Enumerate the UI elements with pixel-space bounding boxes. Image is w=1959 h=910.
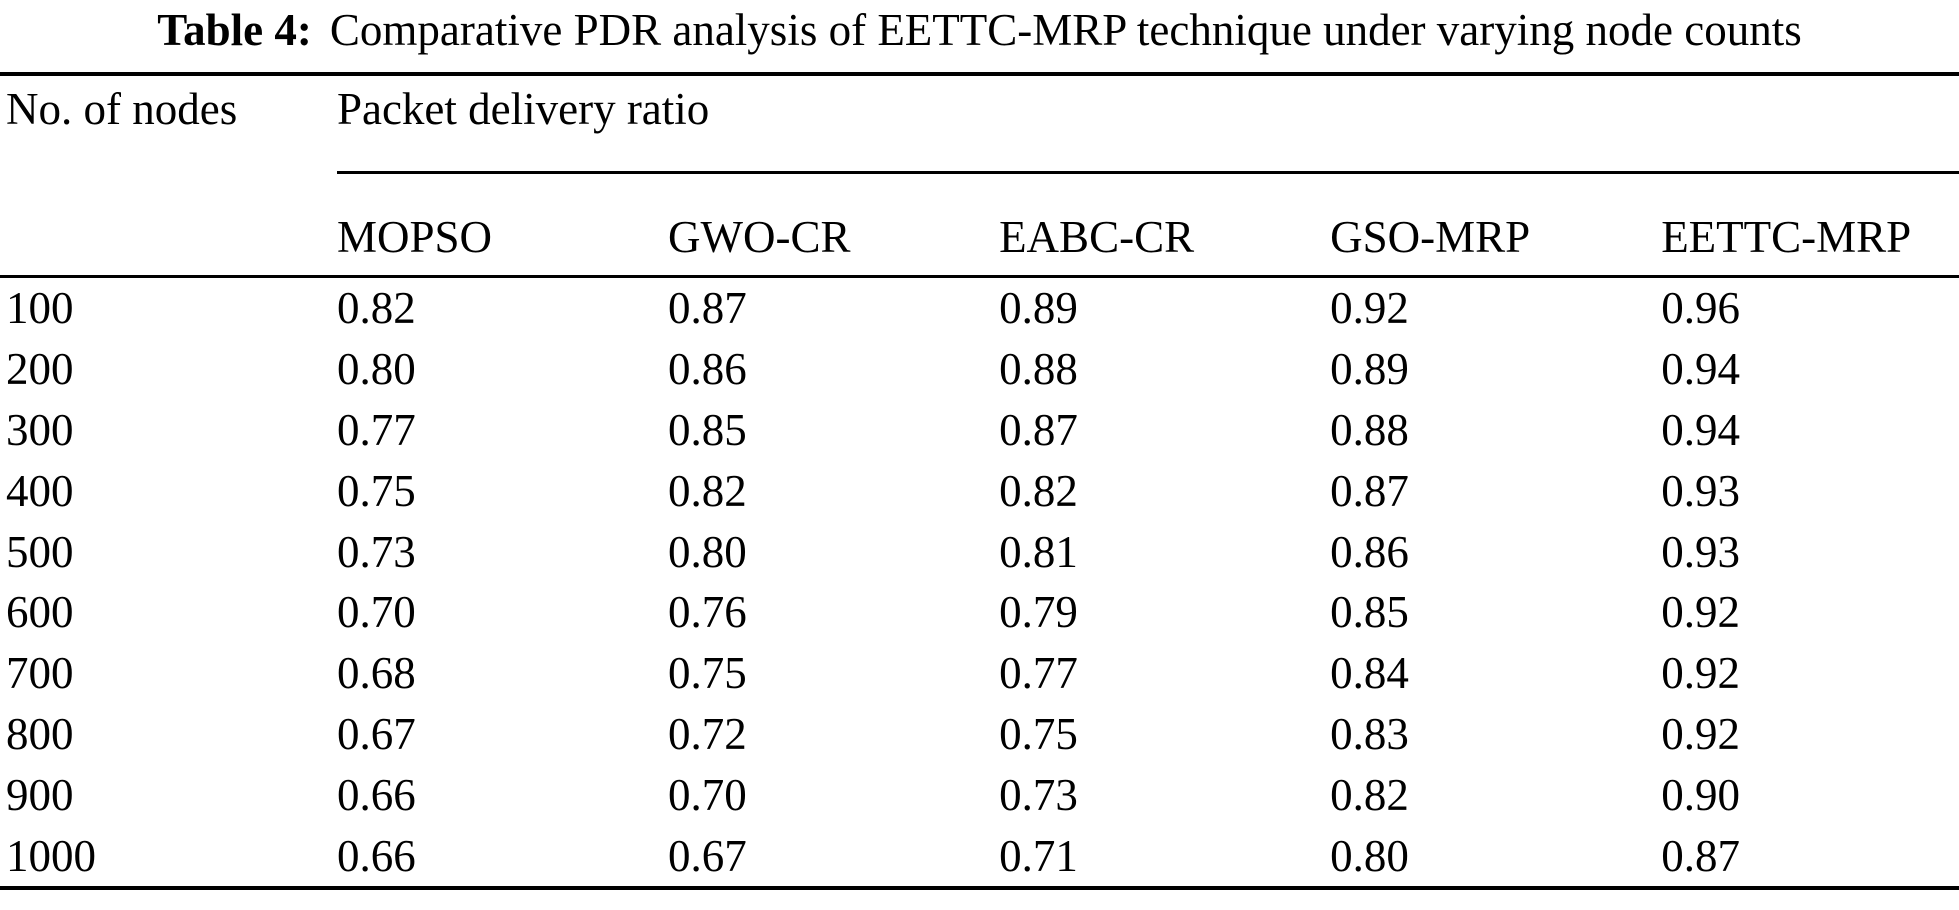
value-cell-mopso: 0.75 [336,465,416,516]
value-cell-mopso: 0.68 [336,648,416,699]
column-header-nodes: No. of nodes [0,73,337,279]
value-cell-eabc-cr: 0.87 [999,404,1078,455]
value-cell-mopso: 0.67 [336,708,416,759]
value-cell-gso-mrp: 0.87 [1330,465,1409,516]
node-count-cell: 500 [6,526,74,577]
value-cell-gso-mrp: 0.82 [1330,769,1409,820]
algorithm-header-row: MOPSO GWO-CR EABC-CR GSO-MRP EETTC-MRP [0,172,1959,279]
value-cell-eabc-cr: 0.79 [999,587,1078,638]
value-cell-eabc-cr: 0.88 [999,344,1078,395]
column-header-eabc-cr: EABC-CR [999,172,1331,279]
value-cell-gso-mrp: 0.92 [1330,283,1409,334]
node-count-cell: 900 [6,769,74,820]
group-header-row: No. of nodes Packet delivery ratio [0,73,1959,279]
value-cell-gso-mrp: 0.89 [1330,344,1409,395]
table-row: 1000 0.66 0.67 0.71 0.80 0.87 [0,826,1959,889]
value-cell-gwo-cr: 0.70 [668,769,747,820]
value-cell-eettc-mrp: 0.92 [1661,708,1740,759]
value-cell-gwo-cr: 0.72 [668,708,747,759]
value-cell-mopso: 0.73 [336,526,416,577]
table-caption-text: Comparative PDR analysis of EETTC-MRP te… [329,5,1802,55]
node-count-cell: 800 [6,708,74,759]
value-cell-eabc-cr: 0.77 [999,648,1078,699]
node-count-cell: 400 [6,465,74,516]
table-row: 500 0.73 0.80 0.81 0.86 0.93 [0,522,1959,583]
value-cell-eettc-mrp: 0.94 [1661,344,1740,395]
node-count-cell: 200 [6,344,74,395]
value-cell-gso-mrp: 0.84 [1330,648,1409,699]
value-cell-gwo-cr: 0.86 [668,344,747,395]
value-cell-gso-mrp: 0.80 [1330,830,1409,881]
value-cell-eabc-cr: 0.75 [999,708,1078,759]
table-row: 300 0.77 0.85 0.87 0.88 0.94 [0,400,1959,461]
value-cell-eabc-cr: 0.73 [999,769,1078,820]
value-cell-eettc-mrp: 0.93 [1661,526,1740,577]
value-cell-gwo-cr: 0.67 [668,830,747,881]
value-cell-gwo-cr: 0.76 [668,587,747,638]
value-cell-eettc-mrp: 0.90 [1661,769,1740,820]
table-row: 700 0.68 0.75 0.77 0.84 0.92 [0,643,1959,704]
column-header-gwo-cr: GWO-CR [668,172,1000,279]
node-count-cell: 100 [6,283,74,334]
value-cell-mopso: 0.66 [336,830,416,881]
value-cell-mopso: 0.82 [336,283,416,334]
table-caption-label: Table 4: [157,5,312,55]
node-count-cell: 300 [6,404,74,455]
value-cell-mopso: 0.77 [336,404,416,455]
table-row: 600 0.70 0.76 0.79 0.85 0.92 [0,582,1959,643]
table-row: 100 0.82 0.87 0.89 0.92 0.96 [0,277,1959,339]
group-header-pdr: Packet delivery ratio [336,73,1959,174]
value-cell-gwo-cr: 0.82 [668,465,747,516]
column-header-gso-mrp: GSO-MRP [1330,172,1662,279]
value-cell-eettc-mrp: 0.92 [1661,648,1740,699]
pdr-table: No. of nodes Packet delivery ratio MOPSO… [0,71,1959,891]
column-header-mopso: MOPSO [336,172,668,279]
table-row: 400 0.75 0.82 0.82 0.87 0.93 [0,461,1959,522]
value-cell-eettc-mrp: 0.87 [1661,830,1740,881]
value-cell-eettc-mrp: 0.94 [1661,404,1740,455]
value-cell-eabc-cr: 0.82 [999,465,1078,516]
value-cell-mopso: 0.66 [336,769,416,820]
value-cell-gso-mrp: 0.83 [1330,708,1409,759]
value-cell-mopso: 0.80 [336,344,416,395]
column-header-eettc-mrp: EETTC-MRP [1661,172,1959,279]
value-cell-gwo-cr: 0.85 [668,404,747,455]
table-body: 100 0.82 0.87 0.89 0.92 0.96 200 0.80 0.… [0,277,1959,888]
table-row: 900 0.66 0.70 0.73 0.82 0.90 [0,765,1959,826]
value-cell-gwo-cr: 0.75 [668,648,747,699]
node-count-cell: 700 [6,648,74,699]
value-cell-gso-mrp: 0.86 [1330,526,1409,577]
value-cell-gwo-cr: 0.80 [668,526,747,577]
value-cell-eabc-cr: 0.89 [999,283,1078,334]
paper-table-figure: Table 4: Comparative PDR analysis of EETT… [0,5,1959,910]
value-cell-eettc-mrp: 0.93 [1661,465,1740,516]
value-cell-eabc-cr: 0.81 [999,526,1078,577]
value-cell-eettc-mrp: 0.96 [1661,283,1740,334]
value-cell-gso-mrp: 0.85 [1330,587,1409,638]
table-row: 200 0.80 0.86 0.88 0.89 0.94 [0,339,1959,400]
value-cell-gwo-cr: 0.87 [668,283,747,334]
value-cell-mopso: 0.70 [336,587,416,638]
table-caption: Table 4: Comparative PDR analysis of EETT… [0,5,1959,57]
value-cell-gso-mrp: 0.88 [1330,404,1409,455]
table-header: No. of nodes Packet delivery ratio MOPSO… [0,73,1959,279]
node-count-cell: 1000 [6,830,96,881]
value-cell-eabc-cr: 0.71 [999,830,1078,881]
value-cell-eettc-mrp: 0.92 [1661,587,1740,638]
node-count-cell: 600 [6,587,74,638]
table-row: 800 0.67 0.72 0.75 0.83 0.92 [0,704,1959,765]
